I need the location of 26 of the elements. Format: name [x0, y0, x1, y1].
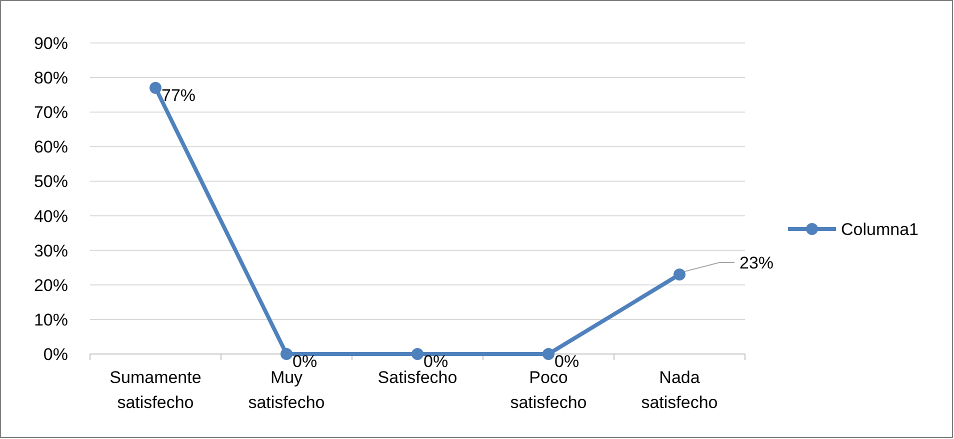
legend-label: Columna1 [841, 220, 918, 239]
point [280, 348, 292, 360]
data-label: 0% [292, 352, 318, 371]
y-tick-label: 80% [34, 68, 68, 88]
data-label: 23% [740, 254, 774, 273]
data-label: 77% [162, 86, 196, 105]
data-label: 0% [424, 352, 448, 371]
x-tick-label: Muy satisfecho [248, 368, 325, 412]
y-tick-label: 60% [34, 138, 68, 157]
y-tick-label: 70% [34, 103, 68, 122]
y-tick-label: 30% [34, 241, 68, 260]
point [150, 82, 162, 94]
point [412, 348, 424, 360]
y-tick-label: 20% [34, 276, 68, 295]
y-tick-label: 50% [34, 172, 68, 192]
y-tick-label: 90% [34, 34, 68, 53]
x-tick-label: Sumamente satisfecho [110, 368, 202, 412]
y-tick-label: 40% [34, 206, 68, 226]
y-tick-label: 10% [34, 310, 68, 330]
y-tick-label: 0% [43, 345, 68, 364]
x-tick-label: Poco satisfecho [510, 368, 587, 412]
data-label: 0% [554, 352, 580, 371]
x-tick-label: Nada satisfecho [641, 368, 718, 412]
x-tick-label: Satisfecho [378, 368, 458, 387]
point [674, 268, 686, 281]
point [542, 348, 554, 360]
